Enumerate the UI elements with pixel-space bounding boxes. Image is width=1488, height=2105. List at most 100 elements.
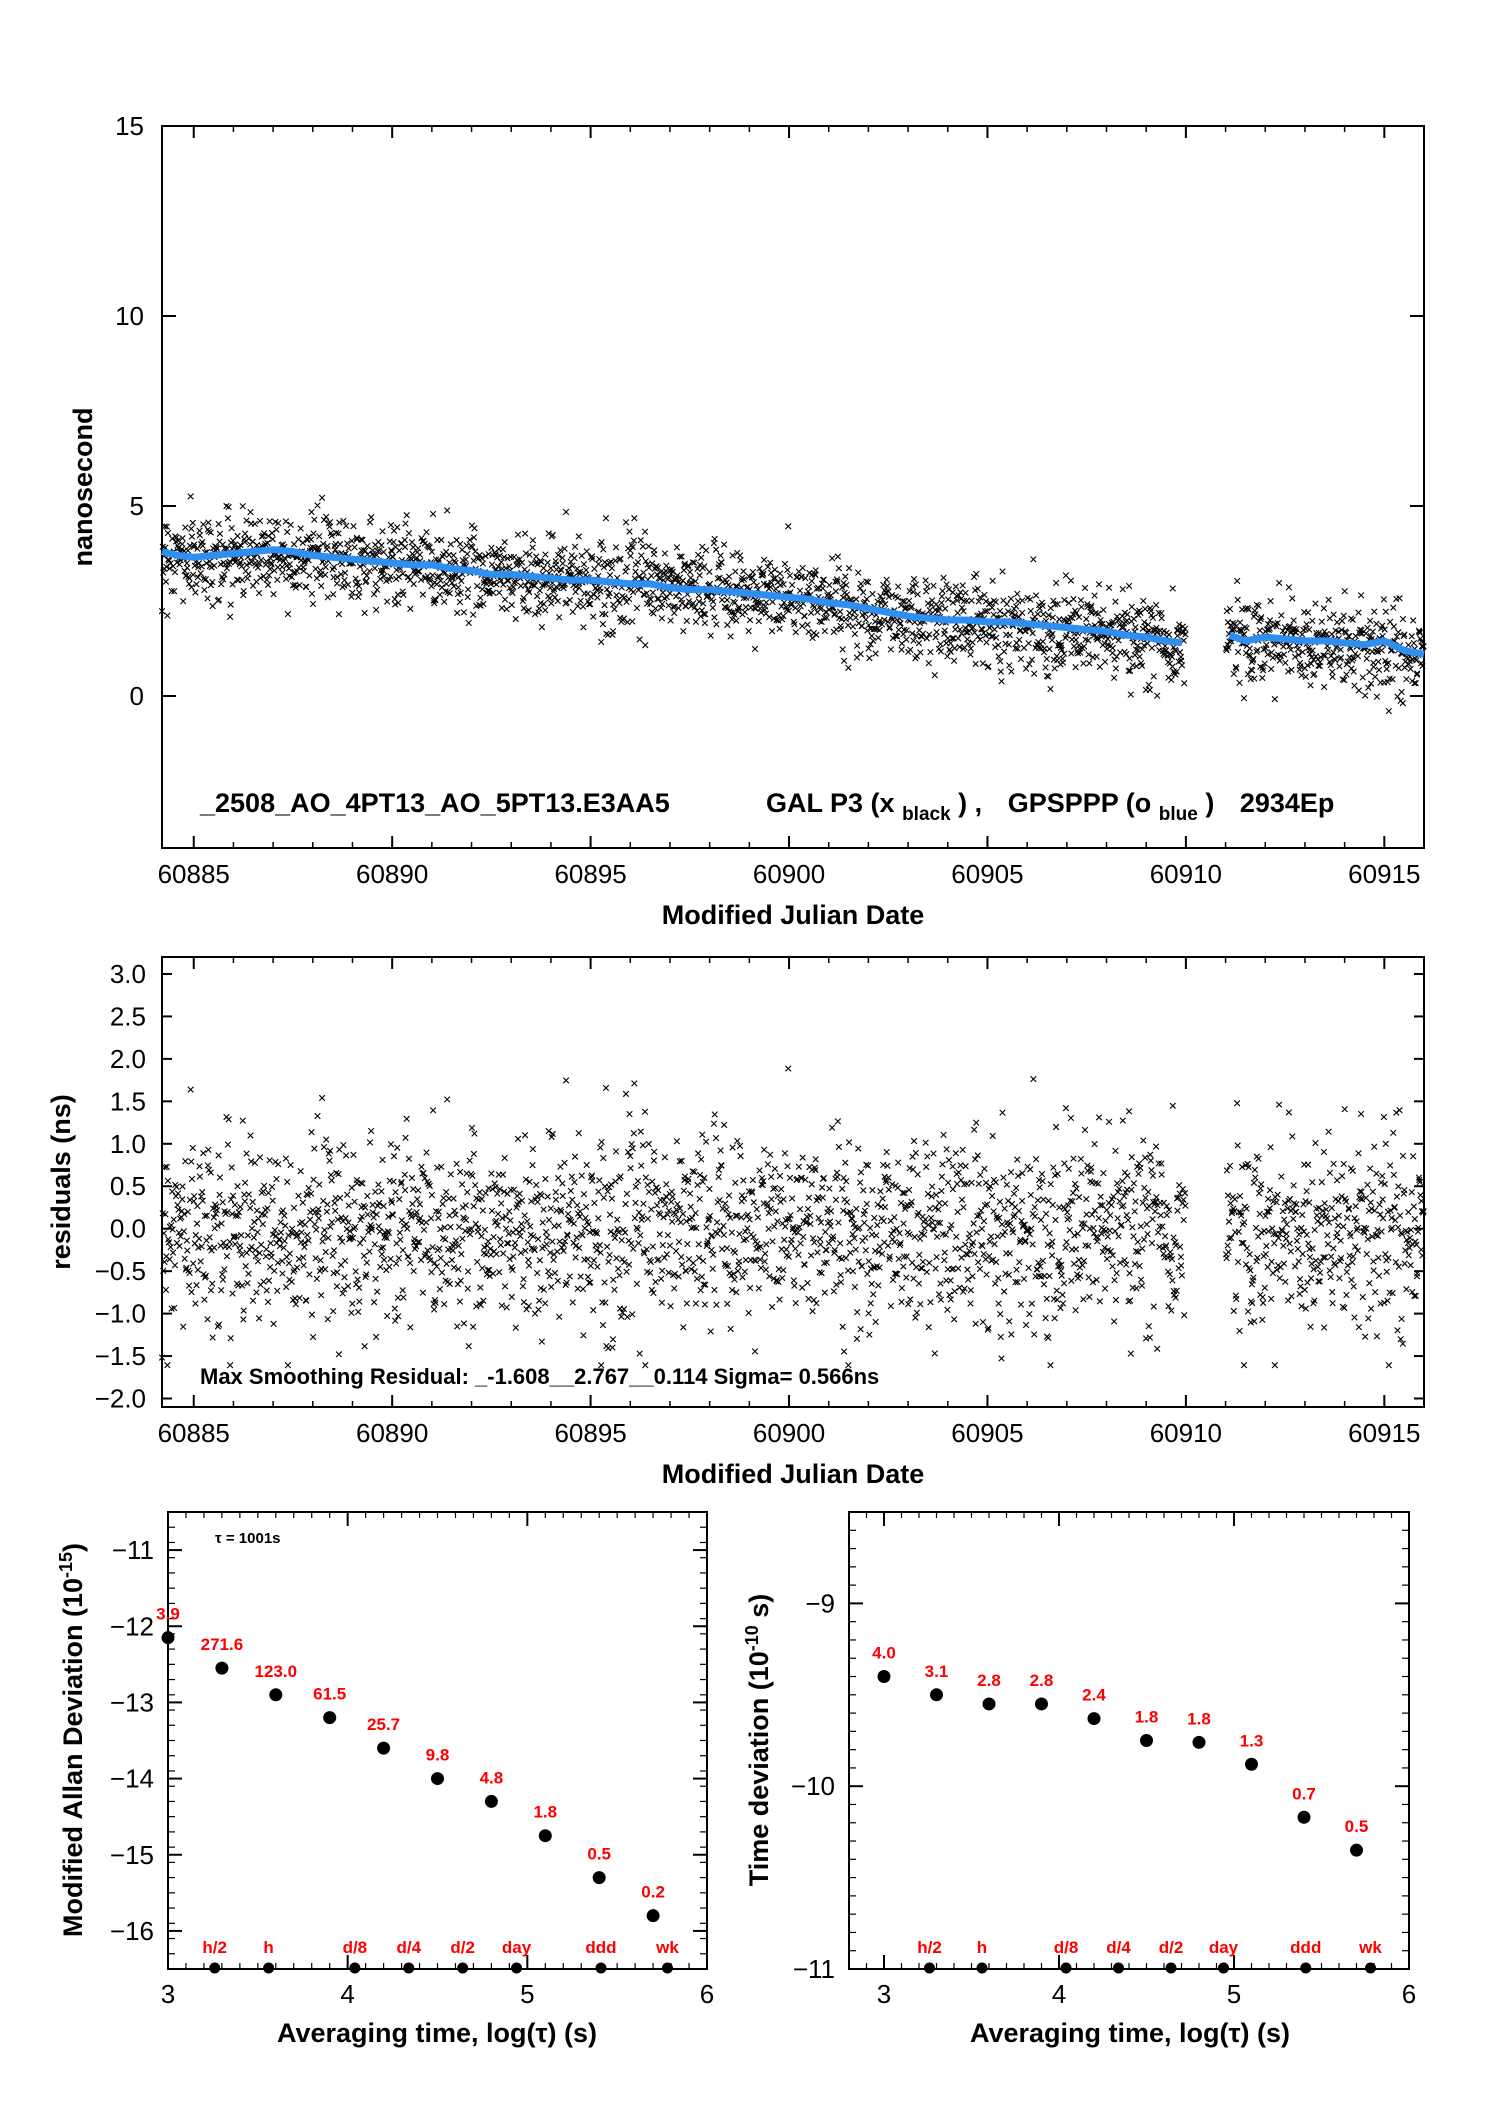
- residual-point: [434, 1164, 441, 1171]
- residual-point: [1247, 1267, 1254, 1274]
- gal-p3-point: [196, 532, 204, 539]
- residual-point: [372, 1188, 379, 1195]
- residual-point: [1149, 1172, 1157, 1179]
- gal-p3-point: [237, 559, 244, 566]
- gal-p3-point: [333, 580, 341, 587]
- residual-point: [1028, 1300, 1036, 1307]
- residual-point: [696, 1195, 703, 1203]
- residual-point: [1307, 1323, 1314, 1330]
- residual-point: [791, 1282, 798, 1289]
- gal-p3-point: [571, 554, 578, 562]
- residual-point: [771, 1223, 778, 1230]
- residual-point: [1083, 1211, 1090, 1218]
- residual-point: [1309, 1179, 1316, 1186]
- gal-p3-point: [1408, 633, 1415, 640]
- residual-point: [1114, 1215, 1121, 1222]
- gal-p3-point: [805, 583, 813, 590]
- residual-point: [1062, 1244, 1069, 1251]
- residual-point: [835, 1143, 843, 1151]
- residual-point: [375, 1181, 382, 1188]
- gal-p3-point: [579, 603, 587, 610]
- gal-p3-point: [538, 558, 545, 565]
- residual-point: [1066, 1226, 1073, 1234]
- residual-point: [1006, 1318, 1013, 1325]
- residual-point: [772, 1208, 780, 1215]
- residual-point: [1132, 1198, 1139, 1205]
- residual-point: [188, 1158, 195, 1165]
- x-tick-label: 4: [340, 1979, 354, 2009]
- residual-point: [937, 1296, 945, 1303]
- x-tick-label: 60890: [356, 859, 428, 889]
- residual-point: [1343, 1268, 1350, 1276]
- residual-point: [1065, 1214, 1073, 1221]
- residual-point: [205, 1146, 212, 1154]
- residual-point: [197, 1258, 204, 1265]
- gal-p3-point: [1398, 688, 1405, 696]
- residual-point: [867, 1300, 874, 1307]
- residual-point: [1282, 1278, 1289, 1286]
- gal-p3-point: [697, 554, 705, 561]
- residual-point: [1070, 1260, 1078, 1267]
- gal-p3-point: [1040, 611, 1047, 618]
- gal-p3-point: [395, 599, 402, 606]
- gal-p3-point: [428, 548, 436, 555]
- residual-point: [535, 1306, 542, 1313]
- gal-p3-point: [1364, 624, 1371, 631]
- residual-point: [1273, 1266, 1281, 1273]
- residual-point: [1077, 1155, 1085, 1163]
- gal-p3-point: [941, 605, 949, 612]
- gal-p3-point: [488, 544, 495, 552]
- residual-point: [196, 1163, 203, 1170]
- residual-point: [889, 1276, 897, 1284]
- residual-point: [436, 1245, 443, 1252]
- residual-point: [1224, 1192, 1232, 1199]
- gal-p3-point: [768, 627, 776, 635]
- residual-point: [466, 1157, 473, 1164]
- residual-point: [1243, 1205, 1250, 1212]
- residual-point: [355, 1308, 362, 1316]
- residual-point: [661, 1154, 669, 1161]
- gal-p3-point: [629, 618, 636, 625]
- gal-p3-point: [642, 558, 650, 565]
- residual-point: [900, 1220, 907, 1227]
- residual-point: [1252, 1224, 1260, 1232]
- residual-point: [603, 1243, 611, 1250]
- gal-p3-point: [394, 591, 402, 598]
- residual-point: [782, 1223, 789, 1230]
- residual-point: [1137, 1223, 1144, 1230]
- residual-point: [734, 1137, 741, 1145]
- gal-p3-point: [351, 544, 358, 551]
- residual-point: [606, 1211, 614, 1218]
- residual-point: [1386, 1162, 1394, 1169]
- residual-point: [1349, 1167, 1356, 1174]
- residual-point: [962, 1163, 969, 1170]
- gal-p3-point: [761, 603, 769, 610]
- gal-p3-point: [525, 607, 532, 614]
- gal-p3-point: [840, 657, 848, 665]
- residual-point: [1288, 1293, 1295, 1300]
- residual-point: [332, 1207, 339, 1215]
- residual-point: [1078, 1170, 1085, 1177]
- residual-point: [868, 1280, 875, 1288]
- residual-point: [1068, 1277, 1075, 1285]
- residual-point: [1335, 1212, 1343, 1219]
- gal-p3-point: [1343, 671, 1350, 678]
- gal-p3-point: [707, 632, 714, 639]
- residual-point: [167, 1243, 174, 1251]
- gal-p3-point: [320, 540, 327, 548]
- residual-point: [277, 1229, 285, 1236]
- gal-p3-point: [1224, 619, 1232, 626]
- gal-p3-point: [529, 544, 536, 551]
- mdev-plot-frame: [167, 1511, 708, 1970]
- residual-point: [911, 1233, 918, 1241]
- residual-point: [192, 1300, 199, 1307]
- residual-point: [1328, 1204, 1336, 1212]
- residual-point: [677, 1219, 684, 1226]
- residual-point: [612, 1148, 620, 1155]
- residual-point: [484, 1238, 492, 1245]
- residual-point: [1244, 1308, 1252, 1315]
- gal-p3-point: [999, 568, 1006, 575]
- residual-point: [1275, 1101, 1283, 1108]
- gal-p3-point: [1348, 665, 1355, 672]
- residual-point: [900, 1263, 907, 1270]
